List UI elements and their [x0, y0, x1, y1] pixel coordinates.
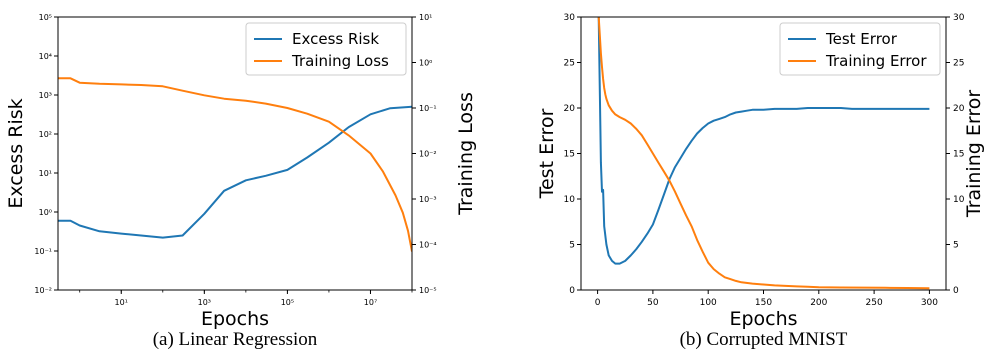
- legend-label: Training Loss: [291, 52, 389, 70]
- x-tick-label: 200: [810, 298, 827, 308]
- y-tick-label: 10³: [39, 91, 52, 100]
- legend-label: Test Error: [825, 30, 898, 48]
- y-axis-label: Test Error: [536, 108, 558, 199]
- y2-tick-label: 10: [953, 195, 965, 205]
- y-tick-label: 10¹: [39, 169, 52, 178]
- x-tick-label: 10⁷: [364, 298, 377, 307]
- chart-corrupted-mnist: 0 50 100 150 200 250 3000510152025300510152025…: [536, 13, 985, 350]
- y-tick-label: 30: [564, 13, 576, 23]
- y2-tick-label: 10⁻⁵: [419, 286, 437, 295]
- y2-axis-label: Training Loss: [455, 92, 477, 216]
- legend-box: [779, 22, 941, 76]
- y-tick-label: 5: [569, 241, 575, 251]
- y2-tick-label: 10⁻³: [419, 195, 437, 204]
- x-tick-label: 10⁵: [281, 298, 294, 307]
- y2-tick-label: 20: [953, 104, 965, 114]
- legend-box: [245, 22, 407, 76]
- y-tick-label: 15: [564, 150, 575, 160]
- y-tick-label: 10⁵: [39, 13, 52, 22]
- x-tick-label: 100: [700, 298, 717, 308]
- y2-tick-label: 10⁻¹: [419, 104, 437, 113]
- x-tick-label: 300: [921, 298, 938, 308]
- x-tick-label: 150: [755, 298, 772, 308]
- chart-linear-regression: 10¹ 10³ 10⁵ 10⁷ 10⁻² 10⁻¹ 10⁰ 10¹ 10² 10³ 10⁴ 10⁵ 10…: [5, 13, 477, 350]
- series-line-training-error: [597, 17, 930, 290]
- x-axis-label: Epochs: [201, 308, 269, 330]
- chart-caption: (a) Linear Regression: [153, 329, 318, 350]
- y-tick-label: 25: [564, 59, 575, 69]
- y-tick-label: 10⁴: [39, 52, 52, 61]
- y-tick-label: 10: [564, 195, 576, 205]
- x-axis-label: Epochs: [729, 308, 797, 330]
- y2-tick-label: 10⁻⁴: [419, 241, 437, 250]
- y2-tick-label: 10¹: [419, 13, 432, 22]
- y-tick-label: 0: [569, 286, 575, 296]
- chart-caption: (b) Corrupted MNIST: [680, 329, 848, 350]
- legend-label: Excess Risk: [292, 30, 379, 48]
- y-tick-label: 20: [564, 104, 576, 114]
- y2-tick-label: 25: [953, 59, 964, 69]
- y2-tick-label: 0: [953, 286, 959, 296]
- y2-tick-label: 30: [953, 13, 965, 23]
- x-tick-label: 50: [647, 298, 659, 308]
- x-tick-label: 10¹: [115, 298, 128, 307]
- series-line-training-loss: [58, 77, 412, 252]
- y-tick-label: 10⁰: [39, 208, 52, 217]
- y-tick-label: 10²: [39, 130, 52, 139]
- x-tick-label: 0: [595, 298, 601, 308]
- y2-axis-label: Training Error: [963, 90, 985, 219]
- y2-tick-label: 10⁻²: [419, 150, 437, 159]
- y2-tick-label: 15: [953, 150, 964, 160]
- y-axis-label: Excess Risk: [5, 98, 27, 208]
- y-tick-label: 10⁻¹: [34, 247, 52, 256]
- legend-label: Training Error: [825, 52, 927, 70]
- y2-tick-label: 10⁰: [419, 59, 432, 68]
- series-line-excess-risk: [58, 105, 412, 239]
- y2-tick-label: 5: [953, 241, 959, 251]
- x-tick-label: 10³: [198, 298, 211, 307]
- y-tick-label: 10⁻²: [34, 286, 52, 295]
- series-line-test-error: [597, 17, 930, 265]
- x-tick-label: 250: [866, 298, 883, 308]
